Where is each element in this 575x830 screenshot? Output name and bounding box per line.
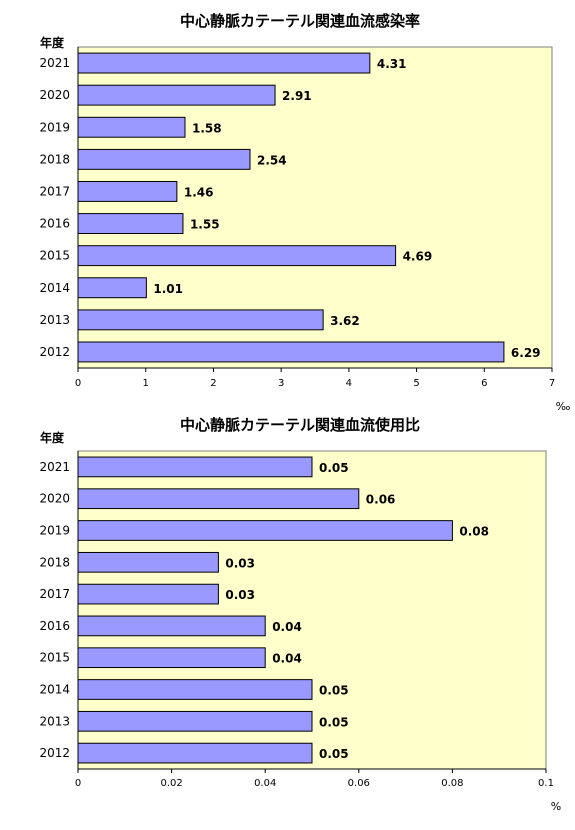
rate-chart-data-label: 1.01: [153, 282, 183, 296]
ratio-chart-category-label: 2019: [39, 524, 70, 538]
rate-chart-category-label: 2018: [39, 152, 70, 166]
rate-chart-category-label: 2019: [39, 120, 70, 134]
ratio-chart-category-label: 2017: [39, 587, 70, 601]
ratio-chart-category-label: 2016: [39, 619, 70, 633]
ratio-chart-bar: [77, 679, 313, 700]
rate-chart-tick-label: 6: [481, 378, 487, 389]
ratio-chart-category-label: 2014: [39, 683, 70, 697]
ratio-chart-bar: [77, 742, 313, 764]
rate-chart-tick-label: 7: [549, 378, 555, 389]
ratio-chart-data-label: 0.06: [366, 493, 396, 507]
ratio-chart-category-label: 2013: [39, 714, 70, 728]
ratio-chart-data-label: 0.03: [225, 556, 255, 570]
rate-chart-bar: [77, 180, 178, 202]
rate-chart-category-label: 2016: [39, 217, 70, 231]
rate-chart-bar: [77, 341, 505, 363]
rate-chart-data-label: 2.91: [282, 89, 312, 103]
ratio-chart-tick-label: 0.1: [538, 778, 554, 789]
rate-chart-category-label: 2012: [39, 345, 70, 359]
rate-chart-bar: [77, 116, 186, 138]
ratio-chart-title: 中心静脈カテーテル関連血流使用比: [180, 416, 420, 434]
ratio-chart-data-label: 0.05: [319, 461, 349, 475]
rate-chart-category-label: 2020: [39, 88, 70, 102]
ratio-chart-bar: [77, 488, 360, 510]
rate-chart-ylabel: 年度: [40, 35, 65, 50]
rate-chart-bar: [77, 245, 397, 267]
ratio-chart-bar: [77, 710, 313, 732]
ratio-chart-data-label: 0.05: [319, 715, 349, 729]
ratio-chart-bar: [77, 551, 219, 573]
ratio-chart-unit-label: %: [551, 800, 561, 813]
rate-chart-tick-label: 4: [346, 378, 352, 389]
ratio-chart-bar: [77, 456, 313, 478]
rate-chart-category-label: 2021: [39, 56, 70, 70]
rate-chart-data-label: 6.29: [511, 346, 541, 360]
rate-chart-category-label: 2014: [39, 281, 70, 295]
rate-chart-bar: [77, 52, 371, 74]
ratio-chart-tick-label: 0.08: [441, 778, 463, 789]
ratio-chart-category-label: 2012: [39, 746, 70, 760]
ratio-chart-data-label: 0.04: [272, 620, 302, 634]
ratio-chart-bar: [77, 647, 266, 669]
ratio-chart-category-label: 2021: [39, 460, 70, 474]
rate-chart-data-label: 1.46: [184, 185, 214, 199]
rate-chart-bar: [77, 309, 324, 331]
ratio-chart-category-label: 2020: [39, 492, 70, 506]
rate-chart-data-label: 3.62: [330, 314, 360, 328]
ratio-chart-category-label: 2018: [39, 555, 70, 569]
rate-chart-data-label: 1.58: [192, 121, 222, 135]
rate-chart-tick-label: 5: [413, 378, 419, 389]
rate-chart-bar: [77, 213, 184, 235]
ratio-chart-data-label: 0.05: [319, 684, 349, 698]
ratio-chart-bar: [77, 583, 219, 605]
ratio-chart-ylabel: 年度: [40, 430, 65, 445]
ratio-chart-bar: [77, 520, 453, 541]
ratio-chart-bar: [77, 615, 266, 637]
rate-chart-tick-label: 2: [210, 378, 216, 389]
rate-chart-bar: [77, 148, 251, 170]
ratio-chart-data-label: 0.05: [319, 747, 349, 761]
rate-chart-data-label: 4.69: [403, 250, 433, 264]
ratio-chart-data-label: 0.08: [459, 525, 489, 539]
rate-chart-title: 中心静脈カテーテル関連血流感染率: [180, 12, 420, 30]
rate-chart-data-label: 2.54: [257, 153, 287, 167]
rate-chart-bar: [77, 84, 276, 106]
rate-chart-category-label: 2017: [39, 184, 70, 198]
ratio-chart-tick-label: 0: [75, 778, 81, 789]
rate-chart-category-label: 2013: [39, 313, 70, 327]
rate-chart-bar: [77, 277, 147, 299]
ratio-chart-tick-label: 0.06: [348, 778, 370, 789]
ratio-chart-data-label: 0.03: [225, 588, 255, 602]
rate-chart-data-label: 4.31: [377, 57, 407, 71]
ratio-chart-tick-label: 0.02: [160, 778, 182, 789]
rate-chart-unit-label: ‰: [556, 400, 571, 413]
rate-chart-tick-label: 3: [278, 378, 284, 389]
rate-chart-category-label: 2015: [39, 249, 70, 263]
ratio-chart-data-label: 0.04: [272, 652, 302, 666]
rate-chart-data-label: 1.55: [190, 218, 220, 232]
rate-chart-tick-label: 1: [143, 378, 149, 389]
rate-chart-tick-label: 0: [75, 378, 81, 389]
ratio-chart-category-label: 2015: [39, 651, 70, 665]
ratio-chart-tick-label: 0.04: [254, 778, 276, 789]
